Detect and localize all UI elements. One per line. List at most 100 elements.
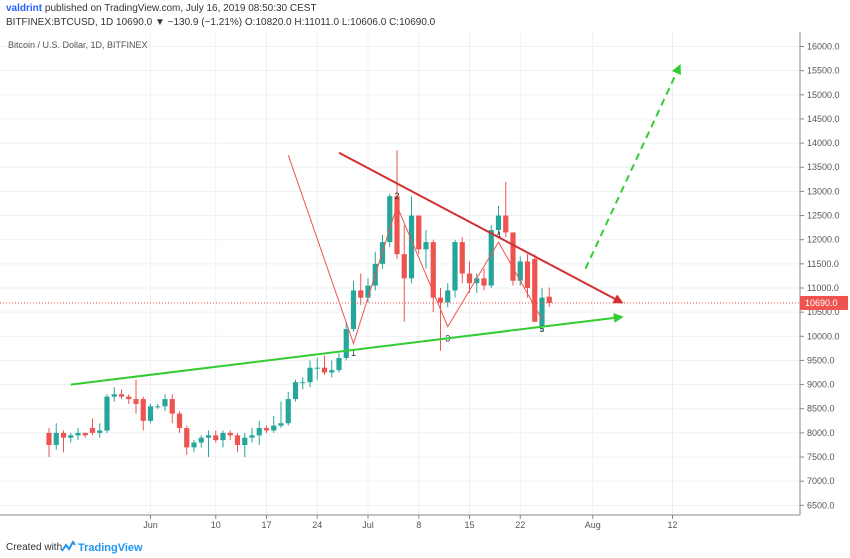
candle-body — [466, 273, 473, 284]
candle-body — [416, 215, 422, 250]
y-tick-label: 15000.0 — [807, 90, 840, 100]
chart-title: Bitcoin / U.S. Dollar, 1D, BITFINEX — [8, 40, 148, 50]
candle-body — [227, 432, 233, 436]
candle-body — [60, 432, 67, 438]
last-price-badge — [800, 295, 848, 310]
candle-body — [111, 394, 117, 397]
candle-body — [191, 442, 197, 448]
candle-body — [68, 435, 74, 438]
x-tick-label: Jun — [143, 520, 158, 530]
wave-path — [287, 155, 543, 346]
candle-body — [205, 435, 212, 438]
y-tick-label: 12500.0 — [807, 211, 840, 221]
candle-body — [176, 413, 183, 429]
candle-body — [423, 242, 429, 250]
candle-body — [329, 370, 335, 373]
footer: Created with TradingView — [0, 538, 850, 558]
x-tick-label: 8 — [416, 520, 421, 530]
y-tick-label: 15500.0 — [807, 66, 840, 76]
wave-label: 1 — [351, 348, 356, 358]
candle-body — [104, 396, 110, 431]
lower-trendline — [70, 312, 624, 386]
candle-body — [89, 428, 96, 433]
price-chart[interactable]: Bitcoin / U.S. Dollar, 1D, BITFINEX 1234… — [0, 0, 850, 538]
candle-body — [452, 242, 458, 291]
candle-body — [524, 261, 531, 288]
candle-body — [430, 242, 436, 298]
y-tick-label: 14000.0 — [807, 138, 840, 148]
candle-body — [256, 428, 262, 436]
candle-body — [169, 399, 175, 414]
published-text: published on TradingView.com, July 16, 2… — [44, 3, 317, 14]
x-tick-label: 24 — [312, 520, 322, 530]
candle-body — [300, 382, 306, 384]
candle-body — [314, 367, 320, 369]
y-tick-label: 9000.0 — [807, 380, 835, 390]
x-tick-label: Aug — [585, 520, 601, 530]
author-name[interactable]: valdrint — [6, 3, 43, 14]
candle-body — [495, 215, 502, 231]
candle-body — [220, 432, 226, 441]
candle-body — [292, 382, 299, 400]
y-tick-label: 7000.0 — [807, 476, 835, 486]
candle-body — [539, 297, 545, 327]
candle-body — [278, 423, 284, 426]
candle-body — [401, 254, 407, 279]
candle-body — [321, 367, 328, 373]
candle-body — [147, 406, 154, 421]
candle-body — [155, 406, 161, 408]
y-tick-label: 13000.0 — [807, 186, 840, 196]
candle-body — [213, 435, 219, 441]
tradingview-logo[interactable]: TradingView — [60, 539, 180, 555]
x-tick-label: 15 — [464, 520, 474, 530]
candle-body — [517, 261, 523, 281]
y-tick-label: 11000.0 — [807, 283, 839, 293]
candle-body — [234, 435, 241, 445]
last-price-label: 10690.0 — [805, 298, 838, 308]
x-tick-label: 22 — [515, 520, 525, 530]
candle-body — [162, 399, 168, 407]
candle-body — [126, 396, 132, 400]
candle-body — [350, 290, 357, 330]
candle-body — [387, 196, 393, 243]
candle-body — [445, 290, 451, 303]
candle-body — [510, 232, 516, 281]
grid — [0, 32, 800, 515]
y-tick-label: 7500.0 — [807, 452, 835, 462]
x-tick-label: 12 — [667, 520, 677, 530]
tradingview-brand: TradingView — [78, 542, 143, 554]
wave-label: 5 — [539, 324, 544, 334]
y-tick-label: 11500.0 — [807, 259, 839, 269]
wave-label: 4 — [496, 230, 501, 240]
wave-label: 2 — [394, 191, 399, 201]
candle-body — [82, 432, 88, 436]
candle-body — [46, 432, 52, 445]
publish-info: valdrint published on TradingView.com, J… — [6, 3, 317, 14]
candle-body — [343, 329, 349, 359]
candle-body — [133, 399, 139, 404]
candle-body — [503, 215, 509, 233]
candle-body — [184, 428, 190, 448]
ohlc-summary: BITFINEX:BTCUSD, 1D 10690.0 ▼ −130.9 (−1… — [6, 17, 436, 28]
y-tick-label: 6500.0 — [807, 500, 835, 510]
y-axis-bg — [800, 32, 850, 515]
y-tick-label: 14500.0 — [807, 114, 840, 124]
candle-body — [474, 278, 480, 284]
candle-body — [459, 242, 465, 274]
candle-body — [394, 196, 400, 255]
candle-body — [75, 432, 81, 436]
candle-body — [242, 437, 248, 445]
y-tick-label: 10000.0 — [807, 331, 840, 341]
y-tick-label: 16000.0 — [807, 41, 840, 51]
y-tick-label: 10500.0 — [807, 307, 840, 317]
y-tick-label: 8000.0 — [807, 428, 835, 438]
candle-body — [488, 230, 494, 286]
candle-body — [336, 358, 342, 371]
candle-body — [532, 259, 538, 322]
chart-header: valdrint published on TradingView.com, J… — [0, 0, 850, 32]
drawings: 12345 — [0, 63, 800, 386]
x-tick-label: 10 — [211, 520, 221, 530]
candle-body — [285, 399, 291, 424]
tradingview-logo-icon — [61, 540, 76, 552]
candle-body — [198, 437, 204, 443]
